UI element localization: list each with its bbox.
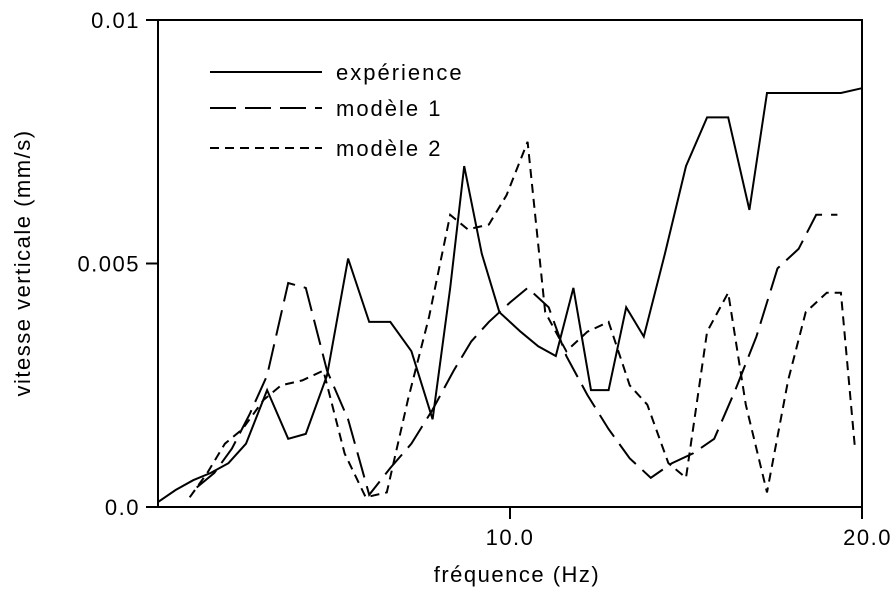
axis-ticks: 0.0 0.005 0.01 10.0 20.0 bbox=[77, 8, 892, 550]
series-line-2 bbox=[196, 213, 838, 497]
series-line-3 bbox=[188, 141, 856, 499]
legend-label-2: modèle 1 bbox=[336, 96, 443, 121]
legend-label-1: expérience bbox=[336, 60, 464, 85]
y-tick-label: 0.01 bbox=[91, 8, 140, 33]
series-line-1 bbox=[157, 87, 863, 503]
x-axis-title: fréquence (Hz) bbox=[434, 562, 601, 587]
y-tick-label: 0.0 bbox=[105, 495, 140, 520]
x-tick-label: 20.0 bbox=[843, 525, 892, 550]
series-layer bbox=[157, 87, 863, 503]
x-tick-label: 10.0 bbox=[486, 525, 535, 550]
y-tick-label: 0.005 bbox=[77, 252, 140, 277]
y-axis-title: vitesse verticale (mm/s) bbox=[10, 129, 35, 396]
plot-frame bbox=[157, 19, 863, 508]
legend-label-3: modèle 2 bbox=[336, 136, 443, 161]
legend: expérience modèle 1 modèle 2 bbox=[210, 60, 464, 161]
